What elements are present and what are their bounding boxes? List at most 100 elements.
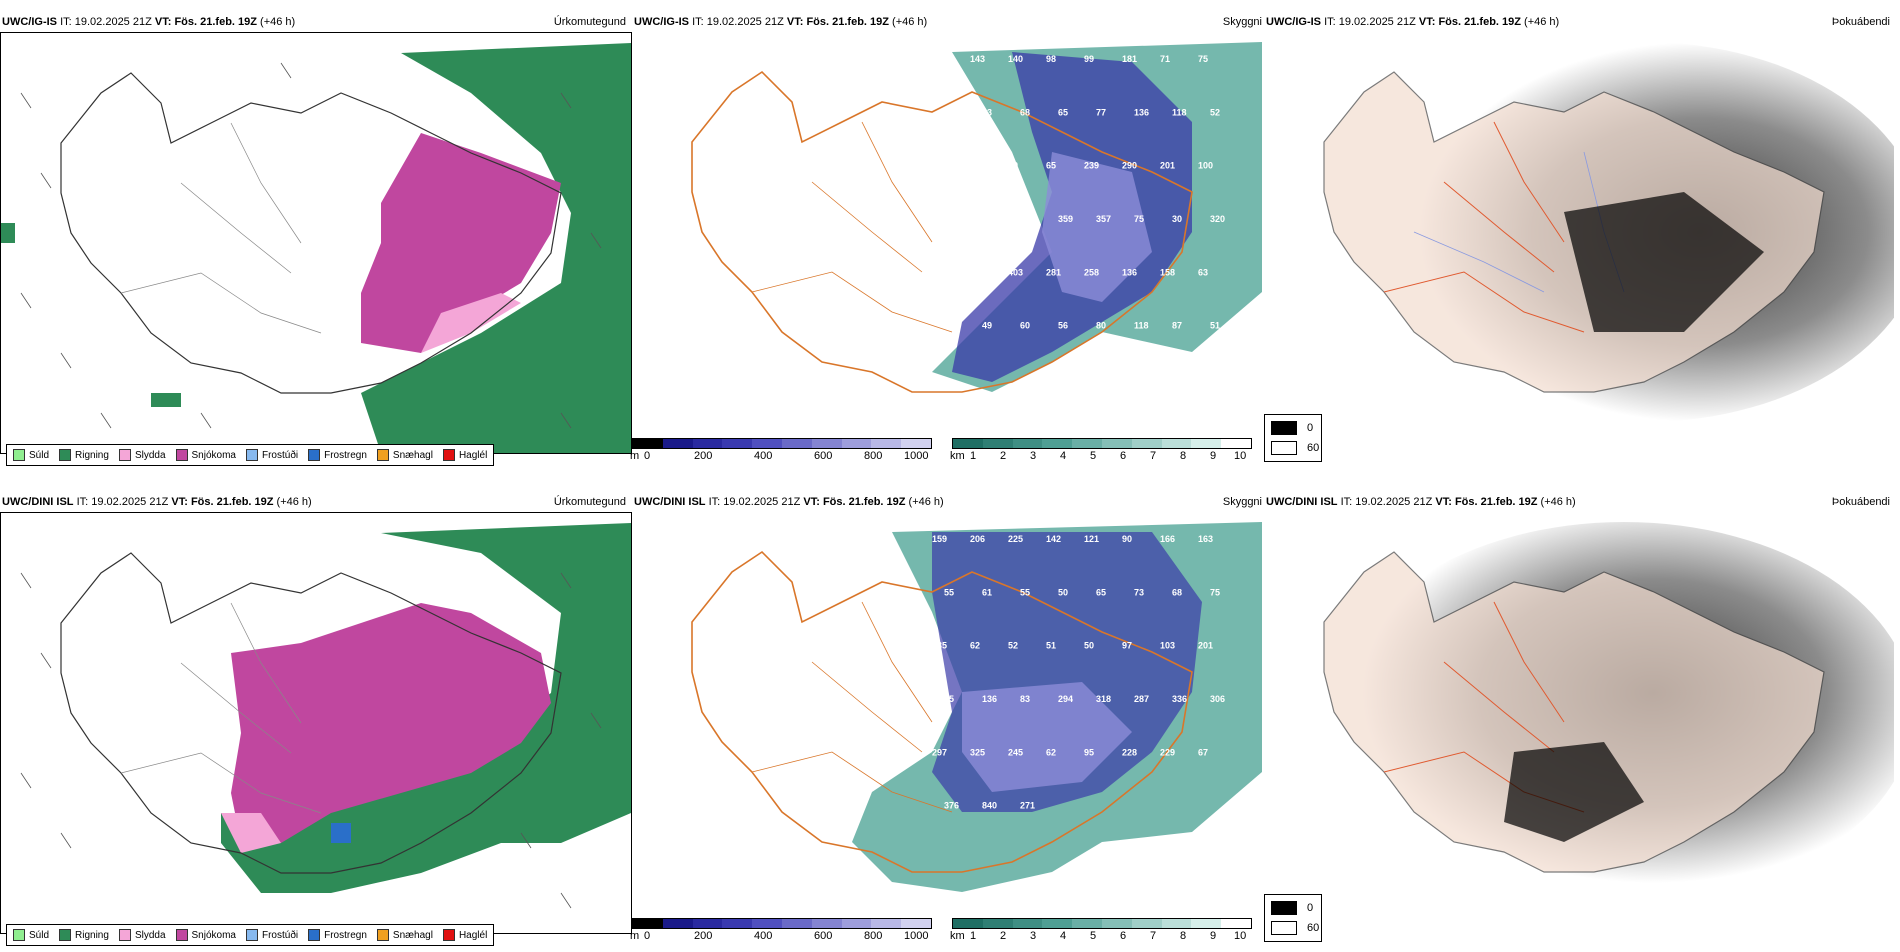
cloud-base-label: 67 [1198, 747, 1208, 757]
cloud-base-label: 325 [970, 747, 985, 757]
ceiling-ticks: m 0 200 400 600 800 1000 [630, 450, 929, 462]
cloud-base-label: 245 [1008, 747, 1023, 757]
cloud-base-label: 840 [982, 801, 997, 811]
visibility-strip [952, 918, 1252, 929]
fog-legend-row: 0 [1271, 421, 1313, 435]
cloud-base-label: 61 [982, 587, 992, 597]
cloud-base-label: 131 [932, 54, 947, 64]
cloud-base-label: 85 [944, 694, 954, 704]
cloud-base-label: 403 [1008, 267, 1023, 277]
cloud-base-label: 50 [1058, 587, 1068, 597]
cloud-base-label: 60 [1020, 321, 1030, 331]
legend-item: Frostúði [245, 449, 298, 461]
legend-swatch [245, 449, 258, 461]
cloud-base-label: 113 [982, 214, 997, 224]
ceiling-strip [632, 918, 932, 929]
legend-swatch [13, 929, 25, 941]
fog-map [1264, 32, 1894, 452]
ceiling-strip [632, 438, 932, 449]
cloud-base-label: 73 [1134, 587, 1144, 597]
panel-title: UWC/DINI ISL IT: 19.02.2025 21Z VT: Fös.… [2, 496, 312, 508]
legend-swatch [376, 929, 389, 941]
cloud-base-label: 287 [1134, 694, 1149, 704]
cloud-base-label: 142 [1046, 534, 1061, 544]
panel-title: UWC/IG-IS IT: 19.02.2025 21Z VT: Fös. 21… [634, 16, 928, 28]
visibility-strip [952, 438, 1252, 449]
cloud-base-label: 159 [932, 534, 947, 544]
fog-panel-dini: UWC/DINI ISL IT: 19.02.2025 21Z VT: Fös.… [1264, 492, 1894, 952]
legend-item: Haglél [442, 929, 487, 941]
legend-swatch [442, 929, 455, 941]
cloud-base-label: 68 [944, 107, 954, 117]
cloud-base-label: 68 [1020, 107, 1030, 117]
precip-legend: Súld Rigning Slydda Snjókoma Frostúði Fr… [6, 924, 495, 946]
precip-map [0, 512, 632, 934]
cloud-base-label: 63 [982, 107, 992, 117]
cloud-base-label: 206 [970, 534, 985, 544]
cloud-base-label: 376 [944, 801, 959, 811]
legend-item: Rigning [59, 449, 109, 461]
cloud-base-label: 228 [1122, 747, 1137, 757]
panel-label: Þokuábendi [1831, 16, 1890, 28]
cloud-base-label: 63 [1198, 267, 1208, 277]
fog-swatch [1271, 421, 1297, 435]
legend-item: Súld [13, 449, 49, 461]
cloud-base-label: 225 [1008, 534, 1023, 544]
legend-item: Haglél [442, 449, 487, 461]
precip-map [0, 32, 632, 454]
cloud-base-label: 49 [982, 321, 992, 331]
cloud-base-label: 306 [1210, 694, 1225, 704]
cloud-base-label: 136 [1134, 107, 1149, 117]
cloud-base-label: 320 [1210, 214, 1225, 224]
cloud-base-label: 65 [1096, 587, 1106, 597]
panel-label: Skyggni [1222, 496, 1262, 508]
cloud-base-label: 297 [932, 747, 947, 757]
cloud-base-label: 62 [970, 641, 980, 651]
cloud-base-label: 163 [1198, 534, 1213, 544]
fog-swatch [1271, 441, 1297, 455]
fog-legend: 0 60 [1264, 894, 1322, 942]
precip-legend: Súld Rigning Slydda Snjókoma Frostúði Fr… [6, 444, 495, 466]
cloud-base-label: 99 [1084, 54, 1094, 64]
panel-label: Skyggni [1222, 16, 1262, 28]
cloud-base-label: 271 [1020, 801, 1035, 811]
panel-label: Þokuábendi [1831, 496, 1890, 508]
cloud-base-label: 56 [1058, 321, 1068, 331]
cloud-base-label: 181 [1122, 54, 1137, 64]
cloud-base-label: 100 [1198, 161, 1213, 171]
cloud-base-label: 118 [1134, 321, 1149, 331]
cloud-base-label: 103 [1160, 641, 1175, 651]
fog-legend: 0 60 [1264, 414, 1322, 462]
cloud-base-label: 55 [1020, 587, 1030, 597]
cloud-base-label: 98 [1046, 54, 1056, 64]
visibility-ticks: km 1 2 3 4 5 6 7 8 9 10 [950, 450, 1247, 462]
cloud-base-label: 51 [1210, 321, 1220, 331]
panel-title: UWC/DINI ISL IT: 19.02.2025 21Z VT: Fös.… [1266, 496, 1576, 508]
cloud-base-label: 95 [1084, 747, 1094, 757]
cloud-base-label: 83 [1020, 694, 1030, 704]
legend-item: Snjókoma [175, 929, 236, 941]
panel-title: UWC/IG-IS IT: 19.02.2025 21Z VT: Fös. 21… [2, 16, 296, 28]
cloud-panel-dini: UWC/DINI ISL IT: 19.02.2025 21Z VT: Fös.… [630, 492, 1262, 952]
cloud-base-label: 136 [982, 694, 997, 704]
cloud-base-label: 52 [1210, 107, 1220, 117]
cloud-base-label: 90 [1122, 534, 1132, 544]
cloud-base-label: 359 [1058, 214, 1073, 224]
panel-label: Úrkomutegund [553, 16, 626, 28]
fog-legend-row: 60 [1271, 441, 1319, 455]
cloud-base-label: 75 [1198, 54, 1208, 64]
cloud-base-label: 135 [932, 641, 947, 651]
legend-swatch [376, 449, 389, 461]
panel-label: Úrkomutegund [553, 496, 626, 508]
cloud-base-label: 357 [1096, 214, 1111, 224]
legend-item: Slydda [118, 929, 166, 941]
legend-item: Snjókoma [175, 449, 236, 461]
panel-title: UWC/DINI ISL IT: 19.02.2025 21Z VT: Fös.… [634, 496, 944, 508]
cloud-base-label: 97 [1122, 641, 1132, 651]
fog-swatch [1271, 901, 1297, 915]
cloud-base-label: 121 [1084, 534, 1099, 544]
cloud-base-label: 336 [1172, 694, 1187, 704]
legend-swatch [308, 929, 321, 941]
legend-swatch [175, 929, 188, 941]
ceiling-ticks: m 0 200 400 600 800 1000 [630, 930, 929, 942]
